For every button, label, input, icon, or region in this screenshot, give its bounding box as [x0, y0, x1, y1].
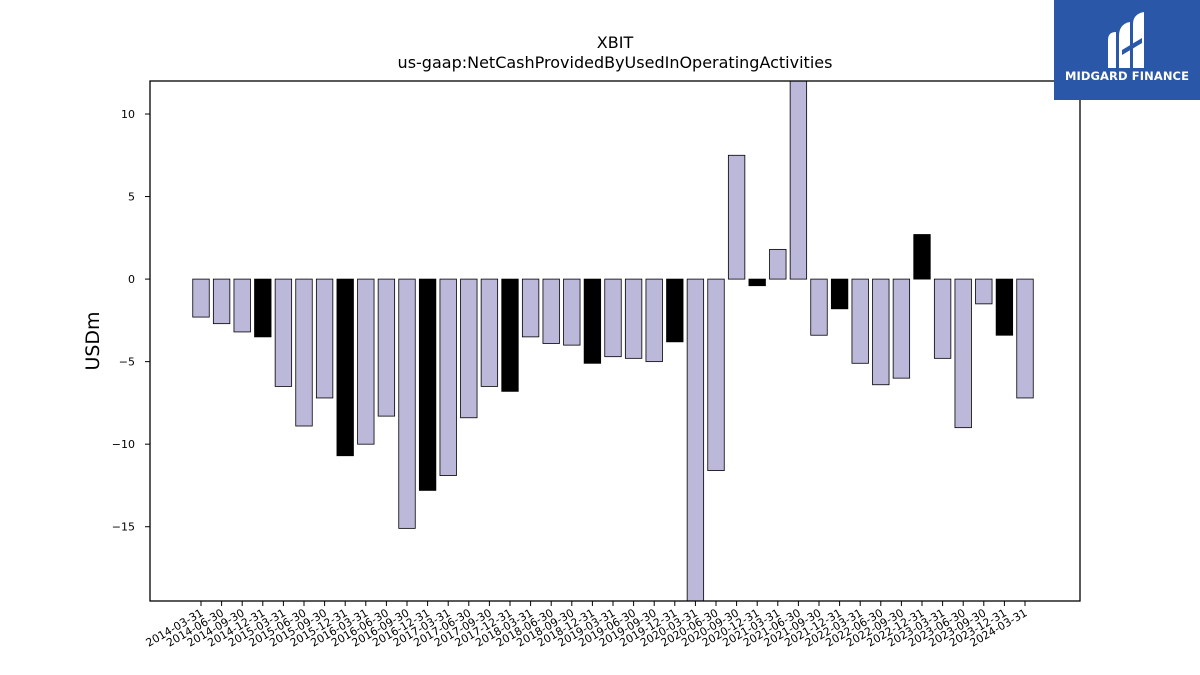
bar-2015-09-30 — [315, 278, 334, 399]
bar-2015-06-30 — [295, 278, 313, 427]
bar-2018-09-30 — [563, 278, 581, 346]
bar-2014-06-30 — [212, 278, 231, 325]
bar-2017-09-30 — [480, 278, 499, 387]
chart-subtitle: us-gaap:NetCashProvidedByUsedInOperating… — [398, 53, 833, 72]
bar-2023-12-31 — [995, 278, 1014, 336]
x-axis: 2014-03-312014-06-302014-09-302014-12-31… — [144, 601, 1030, 650]
bar-2022-03-31 — [851, 278, 869, 364]
bar-2014-03-31 — [192, 278, 210, 318]
bar-group — [192, 80, 1034, 602]
y-tick-label: 10 — [121, 108, 135, 121]
bar-2022-12-31 — [913, 234, 931, 280]
bar-2016-12-31 — [418, 278, 437, 491]
bar-2017-03-31 — [439, 278, 457, 476]
bar-2020-03-31 — [686, 278, 705, 602]
bar-2021-03-31 — [769, 248, 787, 280]
bar-2023-03-31 — [933, 278, 952, 359]
bar-2018-06-30 — [542, 278, 560, 344]
bar-2023-09-30 — [975, 278, 993, 305]
bar-2022-09-30 — [892, 278, 911, 379]
bar-2019-03-31 — [604, 278, 622, 358]
logo-text: MIDGARD FINANCE — [1064, 69, 1190, 83]
y-tick-label: −15 — [112, 521, 135, 534]
bar-2016-03-31 — [357, 278, 375, 445]
bar-2022-06-30 — [872, 278, 890, 386]
bar-2015-12-31 — [336, 278, 354, 457]
bar-2019-06-30 — [624, 278, 643, 359]
y-tick-label: 0 — [128, 273, 135, 286]
midgard-finance-logo: MIDGARD FINANCE — [1054, 0, 1200, 100]
bar-2021-12-31 — [830, 278, 849, 310]
bar-2017-06-30 — [460, 278, 478, 419]
y-tick-label: −5 — [119, 356, 135, 369]
bar-2018-03-31 — [521, 278, 540, 338]
chart-title: XBIT — [597, 33, 634, 52]
bar-2020-12-31 — [748, 278, 766, 287]
bar-2015-03-31 — [274, 278, 293, 387]
bar-2020-06-30 — [707, 278, 725, 471]
bar-2017-12-31 — [501, 278, 519, 392]
bar-2024-03-31 — [1016, 278, 1034, 399]
midgard-logo-icon — [1108, 12, 1144, 68]
y-tick-label: 5 — [128, 191, 135, 204]
bar-2019-09-30 — [645, 278, 663, 363]
bar-2014-12-31 — [254, 278, 272, 338]
bar-2021-09-30 — [810, 278, 828, 336]
bar-2020-09-30 — [727, 154, 746, 280]
y-tick-label: −10 — [112, 438, 135, 451]
y-axis-label: USDm — [82, 311, 104, 370]
bar-2021-06-30 — [789, 80, 808, 280]
bar-2016-06-30 — [377, 278, 396, 417]
y-axis: 10 5 0 −5 −10 −15 — [112, 108, 150, 534]
bar-2018-12-31 — [583, 278, 602, 364]
bar-2023-06-30 — [954, 278, 972, 429]
bar-2019-12-31 — [666, 278, 684, 343]
plot-frame — [149, 80, 1081, 602]
bar-2014-09-30 — [233, 278, 251, 333]
bar-2016-09-30 — [398, 278, 416, 529]
